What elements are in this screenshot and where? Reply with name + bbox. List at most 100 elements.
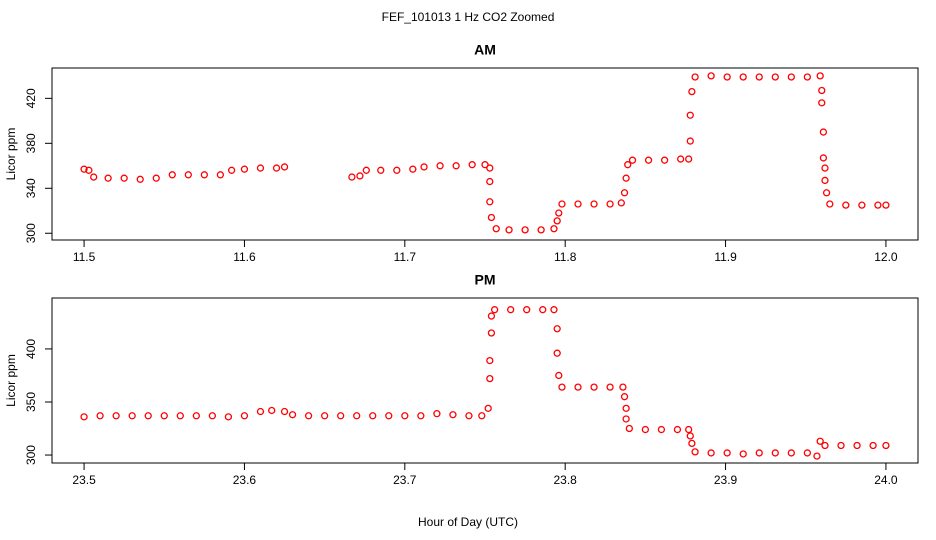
- x-tick-label: 23.9: [714, 473, 738, 487]
- x-tick-label: 24.0: [874, 473, 898, 487]
- plot-frame: [51, 297, 919, 464]
- point: [882, 441, 890, 450]
- y-tick-label: 400: [24, 339, 38, 359]
- point: [723, 73, 731, 81]
- point: [686, 111, 694, 119]
- point: [401, 412, 409, 420]
- point: [337, 412, 345, 420]
- point: [826, 200, 834, 208]
- y-tick-label: 340: [24, 178, 38, 198]
- point: [553, 325, 561, 333]
- point: [224, 413, 233, 421]
- point: [487, 329, 496, 337]
- point: [771, 73, 779, 81]
- point: [550, 306, 558, 314]
- point: [821, 441, 829, 450]
- point: [771, 449, 779, 457]
- point: [624, 161, 632, 169]
- point: [691, 73, 699, 81]
- x-tick-label: 23.5: [72, 473, 96, 487]
- point: [436, 162, 444, 170]
- point: [353, 412, 361, 420]
- point: [356, 172, 364, 180]
- point: [112, 412, 120, 420]
- point: [136, 175, 144, 183]
- point: [755, 73, 763, 81]
- y-axis-label: Licor ppm: [4, 354, 18, 407]
- point: [487, 312, 496, 320]
- point: [362, 166, 370, 174]
- point: [272, 164, 281, 172]
- point: [688, 439, 696, 448]
- point: [819, 128, 828, 136]
- point: [240, 412, 249, 420]
- point: [574, 383, 582, 391]
- x-tick-label: 11.7: [394, 250, 417, 264]
- point: [553, 217, 561, 225]
- point: [628, 156, 637, 164]
- point: [385, 412, 393, 420]
- point: [80, 413, 88, 421]
- point: [90, 173, 98, 181]
- point: [620, 189, 629, 197]
- point: [452, 162, 460, 170]
- point: [288, 411, 297, 419]
- y-tick-label: 350: [24, 392, 38, 412]
- point: [240, 165, 249, 173]
- point: [723, 449, 731, 457]
- point: [622, 174, 630, 182]
- point: [555, 371, 563, 380]
- point: [478, 412, 486, 420]
- point: [739, 73, 747, 81]
- point: [739, 450, 747, 458]
- point: [818, 86, 826, 95]
- point: [858, 201, 866, 209]
- y-tick-label: 380: [24, 133, 38, 153]
- point: [481, 161, 489, 169]
- point: [490, 306, 499, 314]
- point: [523, 306, 531, 314]
- point: [280, 407, 289, 416]
- point: [420, 163, 428, 171]
- point: [673, 425, 682, 434]
- point: [505, 226, 513, 234]
- point: [521, 226, 529, 234]
- point: [686, 432, 694, 440]
- point: [617, 199, 625, 207]
- point: [550, 225, 558, 233]
- point: [558, 383, 566, 391]
- point: [486, 198, 494, 206]
- point: [622, 415, 630, 423]
- x-tick-label: 23.8: [554, 473, 578, 487]
- x-tick-label: 23.6: [233, 473, 257, 487]
- point: [619, 383, 627, 391]
- point: [80, 165, 88, 173]
- point: [486, 164, 494, 172]
- point: [280, 163, 289, 171]
- point: [853, 441, 861, 450]
- point: [486, 374, 494, 383]
- point: [787, 73, 795, 81]
- point: [622, 404, 630, 413]
- point: [837, 441, 845, 450]
- point: [537, 226, 545, 234]
- point: [558, 200, 566, 208]
- point: [144, 412, 152, 420]
- point: [707, 72, 715, 80]
- point: [208, 412, 217, 420]
- point: [449, 411, 457, 419]
- point: [688, 87, 696, 96]
- point: [484, 404, 492, 413]
- x-tick-label: 11.5: [73, 250, 96, 264]
- point: [641, 425, 650, 434]
- page-title: FEF_101013 1 Hz CO2 Zoomed: [382, 10, 555, 24]
- x-tick-label: 11.6: [233, 250, 256, 264]
- y-axis-label: Licor ppm: [4, 128, 18, 181]
- point: [377, 166, 385, 174]
- panel-title: PM: [475, 272, 496, 288]
- point: [707, 449, 715, 457]
- point: [160, 412, 168, 420]
- point: [590, 383, 598, 391]
- x-tick-label: 11.8: [554, 250, 577, 264]
- point: [822, 189, 831, 197]
